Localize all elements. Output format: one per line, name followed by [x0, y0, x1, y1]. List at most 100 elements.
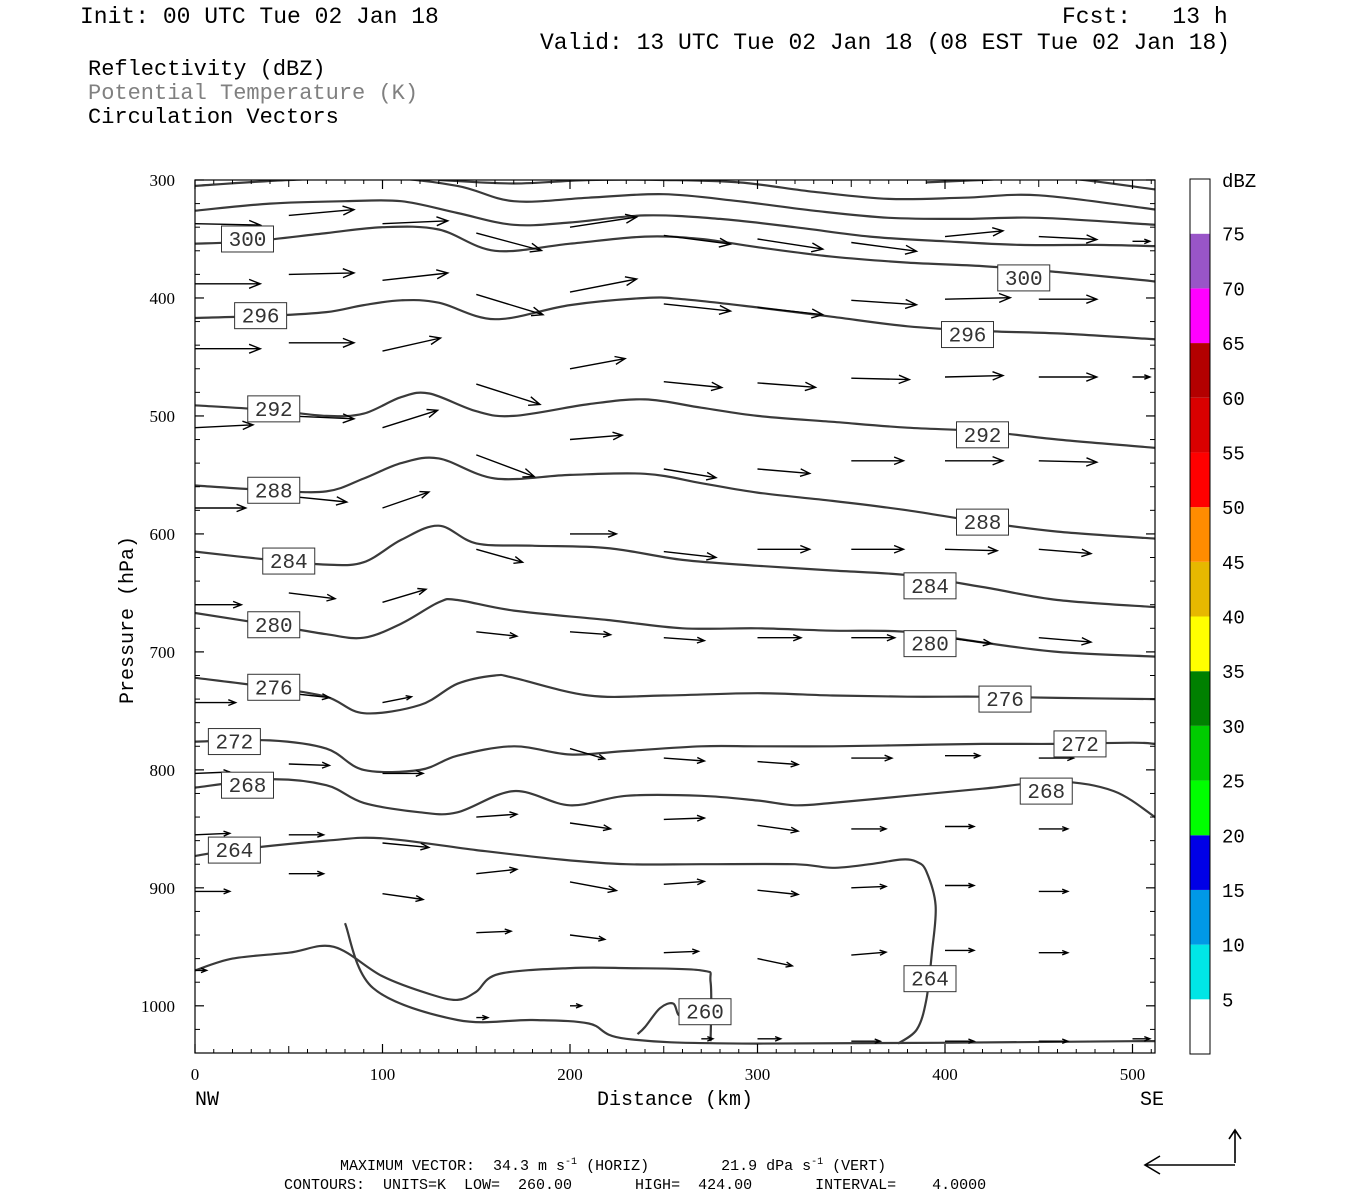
- contour-label-268: 268: [221, 771, 274, 799]
- endpoint-right: SE: [1140, 1089, 1164, 1112]
- colorbar-bin: [1190, 397, 1210, 453]
- svg-text:288: 288: [255, 481, 293, 504]
- wind-vector: [288, 761, 332, 769]
- colorbar-bin: [1190, 288, 1210, 344]
- wind-vector: [195, 699, 238, 707]
- wind-vector: [1038, 949, 1070, 956]
- wind-vector: [569, 630, 613, 638]
- wind-vector: [663, 550, 718, 561]
- wind-vector: [570, 529, 619, 538]
- colorbar-bin: [1190, 452, 1210, 508]
- wind-vector: [476, 811, 519, 819]
- wind-vector: [851, 241, 919, 255]
- wind-vector: [1038, 548, 1093, 558]
- wind-vector: [476, 866, 519, 875]
- wind-vector: [1132, 238, 1152, 245]
- y-tick-label: 1000: [141, 997, 175, 1016]
- wind-vector: [1132, 1035, 1152, 1042]
- endpoint-left: NW: [195, 1089, 219, 1112]
- wind-vector: [195, 830, 232, 837]
- wind-vector: [195, 888, 232, 895]
- contour-label-296: 296: [234, 302, 288, 330]
- contour-label-268: 268: [1019, 777, 1073, 805]
- theta-contour-272: [195, 738, 1155, 774]
- colorbar-label: 15: [1222, 881, 1245, 903]
- contour-label-272: 272: [207, 728, 261, 756]
- wind-vector: [851, 298, 919, 310]
- wind-vector: [288, 268, 356, 279]
- wind-vector: [569, 355, 627, 370]
- colorbar-title: dBZ: [1222, 171, 1256, 193]
- x-tick-label: 500: [1120, 1065, 1146, 1084]
- title-potential-temperature: Potential Temperature (K): [88, 81, 419, 106]
- y-tick-label: 800: [150, 761, 176, 780]
- y-tick-label: 500: [150, 407, 176, 426]
- wind-vector: [757, 1035, 783, 1042]
- x-tick-label: 0: [191, 1065, 200, 1084]
- colorbar-label: 5: [1222, 990, 1233, 1012]
- colorbar-label: 45: [1222, 553, 1245, 575]
- colorbar-label: 75: [1222, 225, 1245, 247]
- wind-vector: [195, 278, 263, 289]
- circulation-vectors: [195, 205, 1152, 1045]
- contour-label-276: 276: [247, 673, 301, 701]
- wind-vector: [476, 454, 537, 478]
- svg-text:296: 296: [242, 307, 280, 330]
- colorbar-label: 30: [1222, 717, 1245, 739]
- svg-text:284: 284: [270, 552, 308, 575]
- svg-text:264: 264: [215, 841, 253, 864]
- colorbar-bin: [1190, 343, 1210, 398]
- contour-label-300: 300: [221, 225, 274, 253]
- x-axis-label: Distance (km): [597, 1089, 753, 1112]
- wind-vector: [945, 1038, 976, 1045]
- colorbar-label: 60: [1222, 389, 1245, 411]
- contour-label-288: 288: [956, 508, 1009, 536]
- colorbar-frame: [1189, 178, 1211, 1055]
- colorbar-label: 65: [1222, 334, 1245, 356]
- y-axis-label: Pressure (hPa): [117, 536, 140, 704]
- wind-vector: [569, 822, 613, 832]
- svg-text:300: 300: [1005, 269, 1043, 292]
- wind-vector: [663, 814, 707, 822]
- wind-vector: [757, 381, 818, 392]
- wind-vector: [382, 587, 428, 603]
- colorbar-label: 50: [1222, 498, 1245, 520]
- wind-vector: [476, 293, 545, 317]
- wind-vector: [851, 754, 894, 762]
- wind-vector: [944, 546, 1000, 555]
- wind-vector: [382, 893, 425, 903]
- wind-vector: [945, 455, 1005, 466]
- wind-vector: [944, 227, 1005, 238]
- svg-text:284: 284: [911, 577, 949, 600]
- title-circulation-vectors: Circulation Vectors: [88, 105, 339, 130]
- x-axis: 0 100 200 300 400 500: [191, 180, 1152, 1084]
- wind-vector: [195, 503, 248, 513]
- wind-vector: [663, 381, 724, 392]
- contour-label-264: 264: [903, 965, 957, 993]
- theta-contour-276: [195, 673, 1155, 715]
- wind-vector: [663, 878, 707, 886]
- contour-label-284: 284: [262, 547, 316, 575]
- svg-text:276: 276: [986, 690, 1024, 713]
- colorbar-bin: [1190, 561, 1210, 617]
- x-tick-label: 200: [557, 1065, 583, 1084]
- contour-label-260: 260: [678, 998, 732, 1026]
- colorbar-label: 70: [1222, 279, 1245, 301]
- colorbar-bin: [1190, 780, 1210, 836]
- theta-contour-264: [343, 922, 1155, 1045]
- x-tick-label: 400: [932, 1065, 958, 1084]
- wind-vector: [476, 232, 544, 253]
- wind-vector: [569, 881, 619, 894]
- theta-contour-292: [195, 391, 1155, 449]
- contour-label-280: 280: [903, 630, 957, 658]
- svg-text:280: 280: [911, 635, 949, 658]
- y-tick-label: 900: [150, 879, 176, 898]
- theta-contour-316: [926, 180, 1155, 191]
- wind-vector: [382, 695, 414, 704]
- title-reflectivity: Reflectivity (dBZ): [88, 57, 326, 82]
- wind-vector: [1038, 636, 1093, 646]
- wind-vector: [944, 292, 1013, 304]
- valid-time: Valid: 13 UTC Tue 02 Jan 18 (08 EST Tue …: [540, 30, 1231, 56]
- wind-vector: [476, 548, 525, 564]
